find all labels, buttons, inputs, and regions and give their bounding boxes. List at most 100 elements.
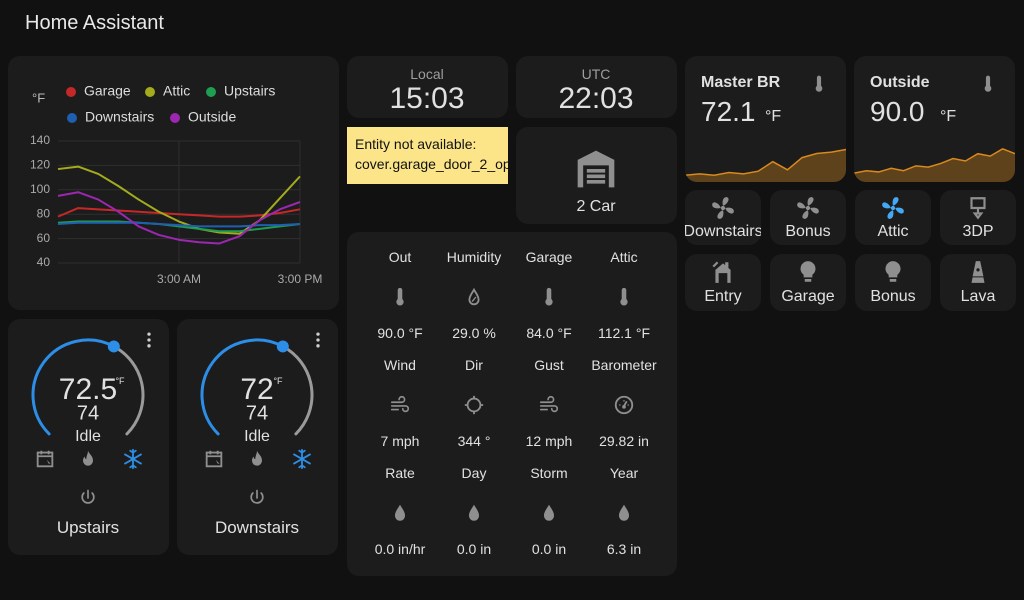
- button-label: Lava: [960, 288, 996, 305]
- series-line: [57, 191, 301, 245]
- entity-button[interactable]: 3DP: [940, 190, 1016, 245]
- sensor-unit: °F: [765, 108, 782, 125]
- hvac-state: Idle: [75, 428, 101, 445]
- button-label: 3DP: [962, 223, 994, 240]
- weather-label: Rate: [385, 465, 415, 481]
- clock-time: 22:03: [558, 82, 634, 115]
- button-icon: [971, 261, 985, 283]
- target-temp: 74: [245, 402, 269, 425]
- button-label: Bonus: [785, 223, 831, 240]
- series-line: [57, 221, 301, 228]
- weather-icon: [539, 395, 559, 413]
- entity-button[interactable]: Attic: [855, 190, 931, 245]
- weather-icon: [618, 504, 630, 521]
- hvac-state: Idle: [244, 428, 270, 445]
- garage-card[interactable]: 2 Car: [516, 127, 677, 224]
- y-tick-label: 60: [37, 231, 51, 245]
- entity-button[interactable]: Entry: [685, 254, 761, 311]
- weather-value: 29.0 %: [452, 325, 496, 341]
- weather-label: Storm: [530, 465, 568, 481]
- app-title: Home Assistant: [25, 12, 164, 34]
- weather-icon: [545, 287, 553, 306]
- heat-icon: [83, 450, 93, 466]
- legend-label: Outside: [188, 109, 236, 125]
- target-temp: 74: [76, 402, 100, 425]
- cool-icon: [124, 448, 142, 470]
- button-icon: [885, 261, 901, 282]
- sensor-name: Master BR: [701, 74, 781, 91]
- button-label: Downstairs: [685, 223, 761, 240]
- clock-card: Local 15:03: [347, 56, 508, 118]
- menu-icon: [147, 332, 151, 348]
- schedule-icon: [36, 450, 54, 468]
- dial-active: [31, 338, 116, 436]
- weather-value: 112.1 °F: [597, 325, 651, 341]
- sensor-icon: [815, 75, 823, 92]
- entity-button[interactable]: Garage: [770, 254, 846, 311]
- weather-value: 0.0 in: [456, 541, 492, 557]
- weather-card: Out 90.0 °F Humidity 29.0 % Garage 84.0 °F Att…: [347, 232, 677, 576]
- schedule-icon: [205, 450, 223, 468]
- error-entity: cover.garage_door_2_ope: [355, 156, 508, 172]
- y-tick-label: 140: [30, 133, 50, 147]
- weather-icon: [543, 504, 555, 521]
- series-line: [57, 220, 301, 233]
- weather-value: 7 mph: [380, 433, 420, 449]
- cool-icon: [293, 448, 311, 470]
- weather-value: 0.0 in: [531, 541, 567, 557]
- entity-button[interactable]: Lava: [940, 254, 1016, 311]
- temp-unit: °F: [115, 376, 125, 386]
- legend-label: Attic: [163, 83, 190, 99]
- entity-button[interactable]: Bonus: [770, 190, 846, 245]
- thermostat-dial: [31, 338, 145, 436]
- button-icon: [970, 197, 986, 220]
- weather-value: 90.0 °F: [377, 325, 423, 341]
- legend-label: Garage: [84, 83, 131, 99]
- weather-label: Gust: [534, 357, 564, 373]
- weather-icon: [390, 395, 410, 413]
- button-label: Entry: [704, 288, 742, 305]
- thermostat-name: Upstairs: [56, 518, 120, 537]
- weather-value: 84.0 °F: [526, 325, 572, 341]
- entity-button[interactable]: Bonus: [855, 254, 931, 311]
- legend-swatch: [66, 87, 76, 97]
- thermostat-name: Downstairs: [214, 518, 300, 537]
- weather-label: Day: [461, 465, 487, 481]
- sensor-card[interactable]: Master BR 72.1 °F: [685, 56, 846, 182]
- x-tick-label: 3:00 AM: [157, 272, 201, 286]
- dial-handle[interactable]: [276, 340, 289, 353]
- clock-label: Local: [410, 66, 444, 82]
- button-label: Attic: [877, 223, 909, 240]
- weather-value: 29.82 in: [599, 433, 649, 449]
- weather-icon: [464, 395, 484, 415]
- sensor-card[interactable]: Outside 90.0 °F: [854, 56, 1015, 182]
- thermostat-dial: [200, 338, 314, 436]
- clock-label: UTC: [581, 66, 611, 82]
- weather-label: Year: [609, 465, 639, 481]
- weather-icon: [614, 395, 634, 415]
- series-line: [57, 207, 301, 218]
- power-icon: [250, 489, 264, 504]
- legend-swatch: [170, 113, 180, 123]
- weather-icon: [468, 504, 480, 521]
- garage-name: 2 Car: [576, 198, 616, 215]
- entity-button[interactable]: Downstairs: [685, 190, 761, 245]
- button-label: Garage: [781, 288, 835, 305]
- sensor-value: 72.1: [701, 96, 756, 127]
- clock-time: 15:03: [389, 82, 465, 115]
- weather-label: Wind: [384, 357, 416, 373]
- current-temp: 72: [240, 373, 274, 406]
- button-icon: [797, 197, 819, 219]
- weather-value: 344 °: [457, 433, 491, 449]
- power-icon: [81, 489, 95, 504]
- button-icon: [712, 261, 731, 283]
- error-title: Entity not available:: [355, 136, 477, 152]
- weather-value: 0.0 in/hr: [374, 541, 426, 557]
- x-tick-label: 3:00 PM: [278, 272, 323, 286]
- weather-icon: [620, 287, 628, 306]
- legend-label: Downstairs: [85, 109, 154, 125]
- dial-handle[interactable]: [107, 340, 120, 353]
- thermostat-card: 72 °F 74 Idle Downstairs: [177, 319, 338, 555]
- clock-card: UTC 22:03: [516, 56, 677, 118]
